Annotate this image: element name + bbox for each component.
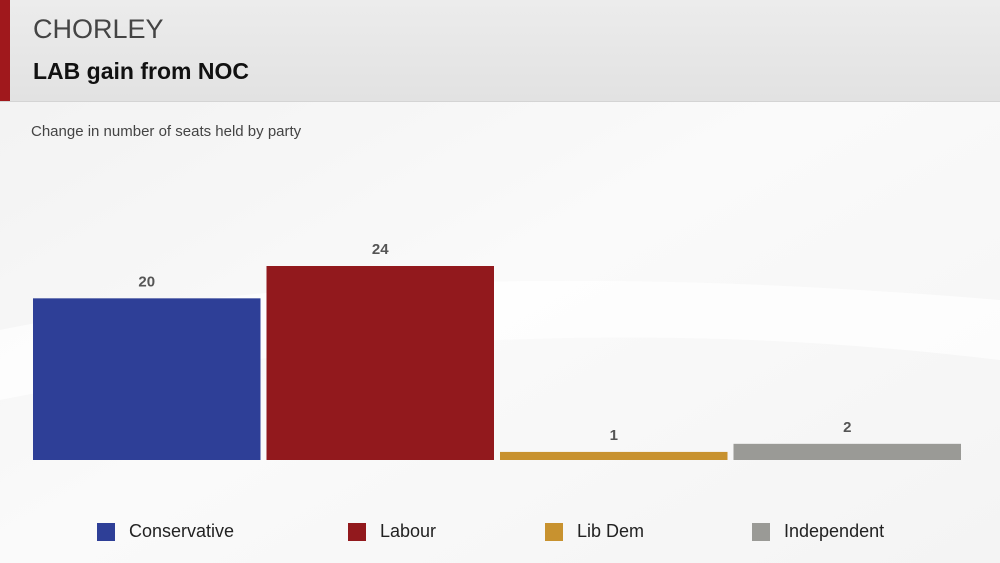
legend-label: Conservative — [129, 521, 234, 541]
legend-swatch — [97, 523, 115, 541]
chart-subtitle: LAB gain from NOC — [33, 58, 249, 84]
legend-label: Labour — [380, 521, 436, 541]
legend-swatch — [545, 523, 563, 541]
legend-label: Lib Dem — [577, 521, 644, 541]
value-label: 24 — [372, 241, 389, 258]
legend-swatch — [752, 523, 770, 541]
chart-description: Change in number of seats held by party — [31, 123, 302, 140]
bar — [733, 443, 961, 460]
header-accent — [0, 0, 10, 101]
legend-swatch — [348, 523, 366, 541]
bar — [33, 298, 261, 460]
chart-title: CHORLEY — [33, 14, 164, 44]
value-label: 2 — [843, 419, 851, 436]
bar — [266, 266, 494, 460]
value-label: 20 — [138, 273, 155, 290]
header — [0, 0, 1000, 101]
legend-label: Independent — [784, 521, 884, 541]
value-label: 1 — [610, 427, 618, 444]
bar — [500, 451, 728, 460]
